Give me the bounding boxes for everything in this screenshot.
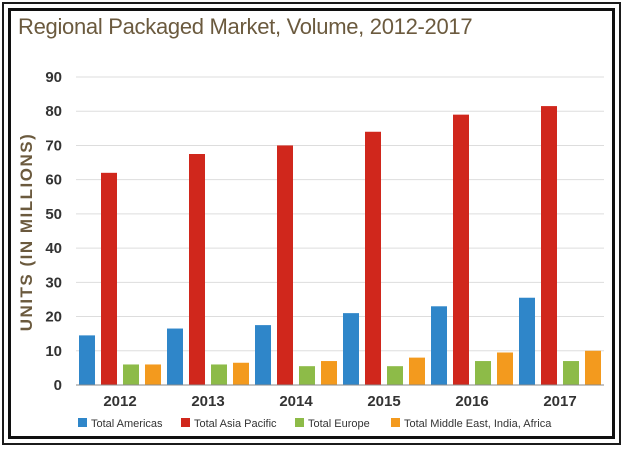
y-axis-ticks: 0 10 20 30 40 50 60 70 80 90 [45,69,62,394]
legend-swatch [181,418,190,427]
bar-total-europe-2017 [563,361,579,385]
x-tick-label: 2015 [367,393,400,410]
x-tick-label: 2017 [543,393,576,410]
bar-total-europe-2016 [475,361,491,385]
bar-total-europe-2012 [123,364,139,385]
bar-total-americas-2012 [79,335,95,385]
bar-total-middle-east-india-africa-2017 [585,350,601,385]
bar-total-europe-2014 [299,366,315,385]
legend-label: Total Middle East, India, Africa [404,418,552,430]
y-tick-label: 30 [45,274,62,291]
y-tick-label: 90 [45,69,62,86]
bar-total-asia-pacific-2013 [189,154,205,385]
chart-title: Regional Packaged Market, Volume, 2012-2… [18,14,473,39]
legend-label: Total Asia Pacific [194,418,277,430]
legend-swatch [391,418,400,427]
y-tick-label: 0 [54,377,62,394]
bar-total-middle-east-india-africa-2014 [321,361,337,385]
bar-total-asia-pacific-2012 [101,172,117,385]
gridlines [76,76,604,352]
y-tick-label: 40 [45,240,62,257]
legend-label: Total Europe [308,418,370,430]
bar-total-americas-2015 [343,313,359,385]
x-tick-label: 2014 [279,393,313,410]
bar-total-europe-2015 [387,366,403,385]
legend-swatch [78,418,87,427]
bar-total-americas-2013 [167,328,183,385]
legend-swatch [295,418,304,427]
bar-total-asia-pacific-2015 [365,131,381,385]
legend-label: Total Americas [91,418,163,430]
y-tick-label: 50 [45,206,62,223]
y-tick-label: 20 [45,309,62,326]
bar-total-americas-2017 [519,297,535,385]
x-tick-label: 2016 [455,393,488,410]
y-tick-label: 70 [45,137,62,154]
bar-total-middle-east-india-africa-2016 [497,352,513,385]
y-tick-label: 10 [45,343,62,360]
bar-total-middle-east-india-africa-2012 [145,364,161,385]
bar-total-americas-2014 [255,325,271,385]
legend: Total Americas Total Asia Pacific Total Eu… [78,418,552,430]
y-tick-label: 80 [45,103,62,120]
bar-total-asia-pacific-2017 [541,106,557,385]
bar-total-europe-2013 [211,364,227,385]
bar-total-middle-east-india-africa-2013 [233,362,249,385]
x-axis-ticks: 2012 2013 2014 2015 2016 2017 [103,393,576,410]
bar-total-asia-pacific-2016 [453,114,469,386]
bar-total-middle-east-india-africa-2015 [409,357,425,385]
bar-total-americas-2016 [431,306,447,385]
x-tick-label: 2013 [191,393,224,410]
bars [79,106,601,386]
outer-border [2,2,621,445]
bar-total-asia-pacific-2014 [277,145,293,385]
y-axis-label: UNITS (IN MILLIONS) [17,133,36,331]
x-tick-label: 2012 [103,393,136,410]
y-tick-label: 60 [45,172,62,189]
